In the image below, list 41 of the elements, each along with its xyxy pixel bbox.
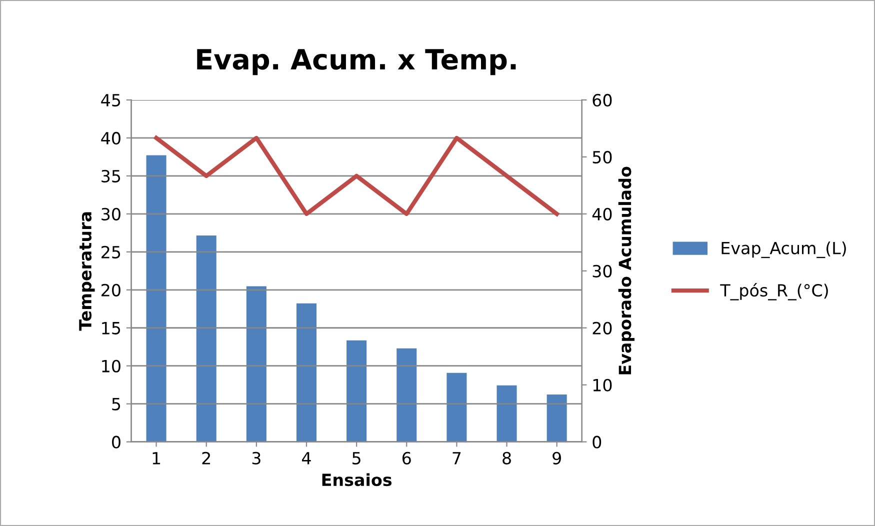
x-tick-label: 7 — [452, 452, 461, 464]
bar — [196, 236, 216, 442]
y2-tick-label: 10 — [593, 378, 612, 392]
x-tick-label: 5 — [352, 452, 360, 464]
y-tick-label: 25 — [102, 246, 120, 258]
y-tick-label: 15 — [102, 322, 120, 334]
legend-label: T_pós_R_(°C) — [720, 283, 828, 300]
y-tick-label: 10 — [102, 360, 120, 372]
x-axis-title: Ensaios — [322, 473, 392, 486]
bar — [546, 394, 567, 442]
x-tick-label: 4 — [302, 452, 311, 464]
x-tick-label: 8 — [502, 452, 511, 464]
y2-tick-label: 30 — [592, 264, 612, 278]
bar — [246, 286, 266, 442]
y-tick-label: 45 — [101, 94, 120, 107]
y2-tick-label: 60 — [592, 94, 612, 107]
y-tick-label: 0 — [112, 436, 120, 448]
y-tick-label: 5 — [112, 398, 120, 410]
x-tick-label: 1 — [152, 452, 160, 464]
x-tick-label: 3 — [252, 452, 260, 464]
bar — [496, 385, 517, 442]
y-tick-label: 20 — [102, 284, 120, 296]
y2-tick-label: 50 — [592, 150, 612, 164]
x-tick-label: 6 — [402, 452, 411, 464]
bar — [446, 372, 467, 442]
y2-axis-title: Evaporado Acumulado — [618, 166, 634, 374]
chart-title: Evap. Acum. x Temp. — [197, 49, 516, 76]
y2-tick-label: 40 — [592, 208, 612, 220]
y-tick-label: 30 — [102, 208, 120, 220]
y2-tick-label: 0 — [592, 436, 602, 448]
bar — [296, 303, 317, 442]
y2-tick-label: 20 — [592, 322, 612, 334]
bar — [346, 340, 367, 442]
x-tick-label: 9 — [552, 452, 561, 464]
legend-label: Evap_Acum_(L) — [722, 241, 846, 258]
y-tick-label: 35 — [102, 170, 120, 182]
x-tick-label: 2 — [202, 452, 210, 464]
bar — [146, 155, 166, 442]
y-tick-label: 40 — [101, 132, 120, 144]
y-axis-title: Temperatura — [79, 212, 95, 331]
bar — [396, 348, 417, 442]
